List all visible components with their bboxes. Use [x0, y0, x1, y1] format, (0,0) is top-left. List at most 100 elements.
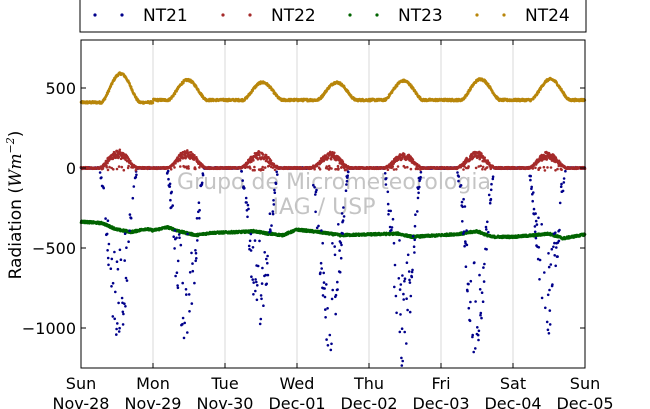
nt21-point [320, 267, 324, 270]
nt22-point [101, 167, 105, 170]
nt21-point [345, 183, 348, 186]
nt21-point [550, 247, 554, 251]
nt22-point [194, 167, 197, 171]
nt21-point [345, 179, 349, 183]
nt21-point [417, 191, 420, 195]
nt21-point [176, 286, 180, 290]
nt21-point [200, 181, 204, 185]
nt21-point [122, 312, 125, 316]
legend-marker [502, 13, 506, 17]
watermark: Grupo de Micrometeorologia IAG / USP [177, 170, 491, 220]
nt21-point [104, 217, 107, 220]
nt24-point [151, 101, 155, 105]
nt21-point [336, 288, 339, 291]
nt21-point [410, 275, 414, 279]
nt21-point [383, 172, 387, 175]
nt22-point [187, 165, 190, 168]
nt21-point [469, 300, 472, 304]
nt21-point [107, 242, 111, 246]
nt21-point [102, 186, 105, 190]
nt22-point [189, 151, 193, 154]
grid-lines [152, 40, 514, 368]
nt21-point [479, 311, 483, 315]
nt21-point [198, 208, 201, 212]
nt21-point [251, 278, 254, 281]
nt21-point [111, 315, 115, 318]
nt21-point [118, 326, 121, 330]
nt21-point [105, 232, 109, 236]
nt21-point [117, 330, 121, 333]
nt21-point [532, 191, 535, 194]
nt21-point [473, 261, 476, 264]
nt21-point [491, 175, 495, 178]
nt21-point [340, 243, 343, 247]
nt21-point [315, 226, 319, 230]
nt21-point [190, 302, 194, 305]
nt21-point [116, 322, 119, 325]
nt21-point [128, 213, 132, 216]
nt21-point [319, 271, 322, 275]
nt22-point [172, 163, 175, 167]
nt21-point [529, 178, 532, 182]
nt21-point [336, 280, 339, 284]
nt22-point [120, 165, 124, 169]
nt21-point [546, 293, 550, 297]
nt21-point [249, 249, 253, 252]
nt21-point [461, 205, 465, 209]
nt21-point [317, 224, 320, 228]
nt21-point [544, 306, 547, 310]
nt21-point [247, 244, 251, 248]
nt21-point [120, 296, 124, 300]
nt21-point [269, 229, 272, 233]
nt21-point [321, 294, 325, 297]
nt21-point [418, 185, 421, 189]
nt21-point [113, 317, 116, 321]
nt21-point [468, 319, 472, 323]
nt21-point [406, 253, 410, 257]
nt21-point [476, 333, 480, 337]
nt21-point [338, 270, 342, 274]
nt21-point [466, 289, 469, 293]
nt21-point [491, 177, 495, 181]
nt21-point [197, 201, 201, 204]
nt21-point [457, 175, 461, 178]
nt21-point [253, 239, 257, 242]
nt21-point [485, 248, 488, 251]
nt21-point [461, 220, 464, 223]
nt21-point [325, 283, 328, 286]
nt21-point [166, 169, 170, 173]
nt21-point [384, 183, 388, 186]
nt21-point [482, 280, 486, 283]
nt21-point [558, 228, 561, 232]
nt21-point [400, 364, 404, 367]
nt21-point [272, 199, 275, 202]
nt21-point [106, 249, 109, 252]
nt21-point [540, 296, 544, 300]
nt21-point [487, 193, 491, 197]
nt21-point [254, 289, 257, 293]
nt21-point [342, 215, 346, 218]
nt21-point [276, 173, 279, 176]
nt21-point [188, 310, 191, 313]
nt21-point [274, 182, 278, 186]
nt21-point [177, 233, 181, 236]
nt21-point [326, 307, 329, 310]
nt21-point [387, 213, 390, 216]
nt21-point [562, 177, 566, 180]
nt21-point [341, 219, 345, 222]
nt21-point [186, 232, 189, 236]
nt21-point [270, 224, 273, 227]
nt21-point [538, 278, 541, 281]
nt21-point [548, 288, 551, 292]
nt21-point [275, 170, 279, 174]
legend-label: NT23 [398, 6, 443, 26]
nt21-point [481, 300, 485, 304]
nt21-point [347, 170, 350, 174]
nt21-point [115, 260, 119, 264]
nt22-point [106, 161, 109, 165]
nt24-point [173, 92, 177, 96]
nt21-point [272, 203, 276, 206]
nt21-point [324, 308, 327, 311]
nt21-point [111, 281, 115, 285]
nt21-point [405, 297, 408, 301]
